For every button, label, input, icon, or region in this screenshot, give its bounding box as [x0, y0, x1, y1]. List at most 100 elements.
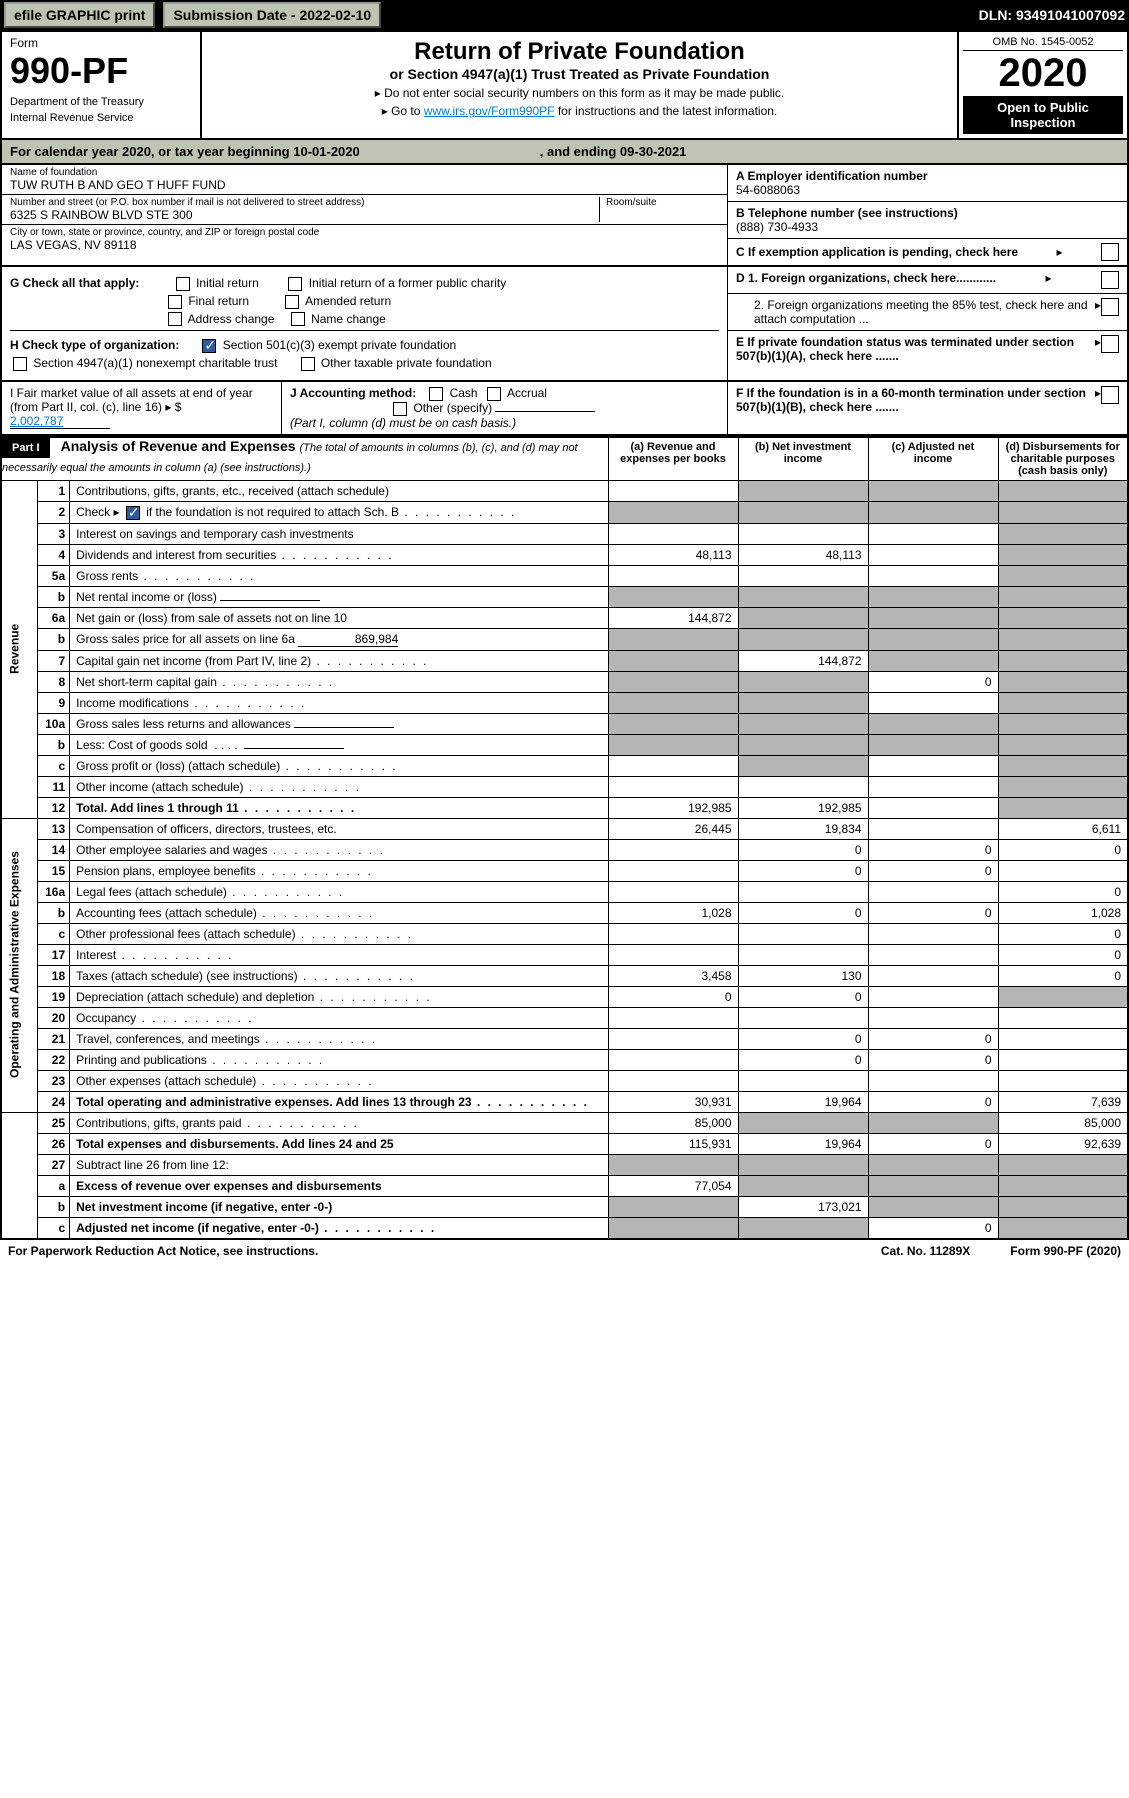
- table-row: 24Total operating and administrative exp…: [1, 1091, 1128, 1112]
- efile-print-button[interactable]: efile GRAPHIC print: [4, 2, 155, 28]
- f-checkbox[interactable]: [1101, 386, 1119, 404]
- row-desc: Gross sales less returns and allowances: [70, 713, 608, 734]
- amt-a: 115,931: [608, 1133, 738, 1154]
- 501c3-label: Section 501(c)(3) exempt private foundat…: [223, 338, 456, 352]
- row-desc: Legal fees (attach schedule): [70, 881, 608, 902]
- table-row: bGross sales price for all assets on lin…: [1, 628, 1128, 650]
- amt-c: 0: [868, 671, 998, 692]
- instruction-1: ▸ Do not enter social security numbers o…: [222, 86, 937, 100]
- initial-former-checkbox[interactable]: [288, 277, 302, 291]
- row-desc: Dividends and interest from securities: [70, 544, 608, 565]
- row-num: 14: [38, 839, 70, 860]
- amt-b: 0: [738, 902, 868, 923]
- row-num: 3: [38, 523, 70, 544]
- h-label: H Check type of organization:: [10, 338, 179, 352]
- table-row: cGross profit or (loss) (attach schedule…: [1, 755, 1128, 776]
- row-num: 5a: [38, 565, 70, 586]
- row-num: 23: [38, 1070, 70, 1091]
- initial-former-label: Initial return of a former public charit…: [309, 276, 506, 290]
- table-row: 9Income modifications: [1, 692, 1128, 713]
- table-row: 15Pension plans, employee benefits00: [1, 860, 1128, 881]
- row-num: b: [38, 902, 70, 923]
- c-label: C If exemption application is pending, c…: [736, 245, 1018, 259]
- amended-checkbox[interactable]: [285, 295, 299, 309]
- row-desc: Income modifications: [70, 692, 608, 713]
- amt-d: 0: [998, 881, 1128, 902]
- r10a-field[interactable]: [294, 727, 394, 728]
- row-desc: Gross profit or (loss) (attach schedule): [70, 755, 608, 776]
- j-section: J Accounting method: Cash Accrual Other …: [282, 382, 727, 434]
- d2-checkbox[interactable]: [1101, 298, 1119, 316]
- amt-a: 77,054: [608, 1175, 738, 1196]
- table-row: 19Depreciation (attach schedule) and dep…: [1, 986, 1128, 1007]
- other-taxable-checkbox[interactable]: [301, 357, 315, 371]
- other-taxable-label: Other taxable private foundation: [321, 356, 492, 370]
- fmv-value[interactable]: 2,002,787: [10, 414, 110, 429]
- c-checkbox[interactable]: [1101, 243, 1119, 261]
- table-row: 5aGross rents: [1, 565, 1128, 586]
- final-return-checkbox[interactable]: [168, 295, 182, 309]
- amt-a: 3,458: [608, 965, 738, 986]
- table-row: 20Occupancy: [1, 1007, 1128, 1028]
- ein-row: A Employer identification number 54-6088…: [728, 165, 1127, 202]
- amt-a: 48,113: [608, 544, 738, 565]
- calyear-mid: , and ending: [540, 144, 620, 159]
- other-method-checkbox[interactable]: [393, 402, 407, 416]
- amt-b: 192,985: [738, 797, 868, 818]
- r10b-field[interactable]: [244, 748, 344, 749]
- amt-a: 0: [608, 986, 738, 1007]
- row-desc: Gross rents: [70, 565, 608, 586]
- row-num: b: [38, 628, 70, 650]
- cash-label: Cash: [450, 386, 478, 400]
- city-state-zip: LAS VEGAS, NV 89118: [10, 238, 719, 252]
- amt-a: 85,000: [608, 1112, 738, 1133]
- sch-b-checkbox[interactable]: [126, 506, 140, 520]
- addr-change-checkbox[interactable]: [168, 312, 182, 326]
- initial-return-checkbox[interactable]: [176, 277, 190, 291]
- irs-link[interactable]: www.irs.gov/Form990PF: [424, 104, 555, 118]
- 501c3-checkbox[interactable]: [202, 339, 216, 353]
- city-label: City or town, state or province, country…: [10, 227, 719, 238]
- fmv-label: I Fair market value of all assets at end…: [10, 386, 253, 414]
- row-num: 4: [38, 544, 70, 565]
- instruction-2: ▸ Go to www.irs.gov/Form990PF for instru…: [222, 104, 937, 118]
- i-section: I Fair market value of all assets at end…: [2, 382, 282, 434]
- table-row: cOther professional fees (attach schedul…: [1, 923, 1128, 944]
- table-row: 22Printing and publications00: [1, 1049, 1128, 1070]
- name-change-checkbox[interactable]: [291, 312, 305, 326]
- 4947-checkbox[interactable]: [13, 357, 27, 371]
- table-row: cAdjusted net income (if negative, enter…: [1, 1217, 1128, 1239]
- d1-checkbox[interactable]: [1101, 271, 1119, 289]
- cash-checkbox[interactable]: [429, 387, 443, 401]
- page-footer: For Paperwork Reduction Act Notice, see …: [0, 1240, 1129, 1262]
- calendar-year-row: For calendar year 2020, or tax year begi…: [0, 140, 1129, 165]
- part1-badge: Part I: [2, 438, 50, 458]
- row-num: b: [38, 1196, 70, 1217]
- row-desc: Contributions, gifts, grants paid: [70, 1112, 608, 1133]
- table-row: bAccounting fees (attach schedule)1,0280…: [1, 902, 1128, 923]
- d1-label: D 1. Foreign organizations, check here..…: [736, 271, 996, 285]
- row-desc: Adjusted net income (if negative, enter …: [70, 1217, 608, 1239]
- row-desc: Printing and publications: [70, 1049, 608, 1070]
- addr-change-label: Address change: [188, 312, 275, 326]
- amt-b: 0: [738, 1049, 868, 1070]
- r5b-field[interactable]: [220, 600, 320, 601]
- name-change-label: Name change: [311, 312, 386, 326]
- row-num: b: [38, 586, 70, 607]
- foundation-name: TUW RUTH B AND GEO T HUFF FUND: [10, 178, 719, 192]
- table-row: 8Net short-term capital gain0: [1, 671, 1128, 692]
- table-row: 25Contributions, gifts, grants paid85,00…: [1, 1112, 1128, 1133]
- r10a-desc: Gross sales less returns and allowances: [76, 717, 291, 731]
- amt-d: 0: [998, 839, 1128, 860]
- accrual-label: Accrual: [507, 386, 547, 400]
- row-desc: Net short-term capital gain: [70, 671, 608, 692]
- footer-right: Form 990-PF (2020): [1010, 1244, 1121, 1258]
- row-num: c: [38, 923, 70, 944]
- accrual-checkbox[interactable]: [487, 387, 501, 401]
- other-specify-field[interactable]: [495, 411, 595, 412]
- e-checkbox[interactable]: [1101, 335, 1119, 353]
- table-row: 17Interest0: [1, 944, 1128, 965]
- open-public-badge: Open to Public Inspection: [963, 96, 1123, 134]
- row-num: 21: [38, 1028, 70, 1049]
- amt-b: 144,872: [738, 650, 868, 671]
